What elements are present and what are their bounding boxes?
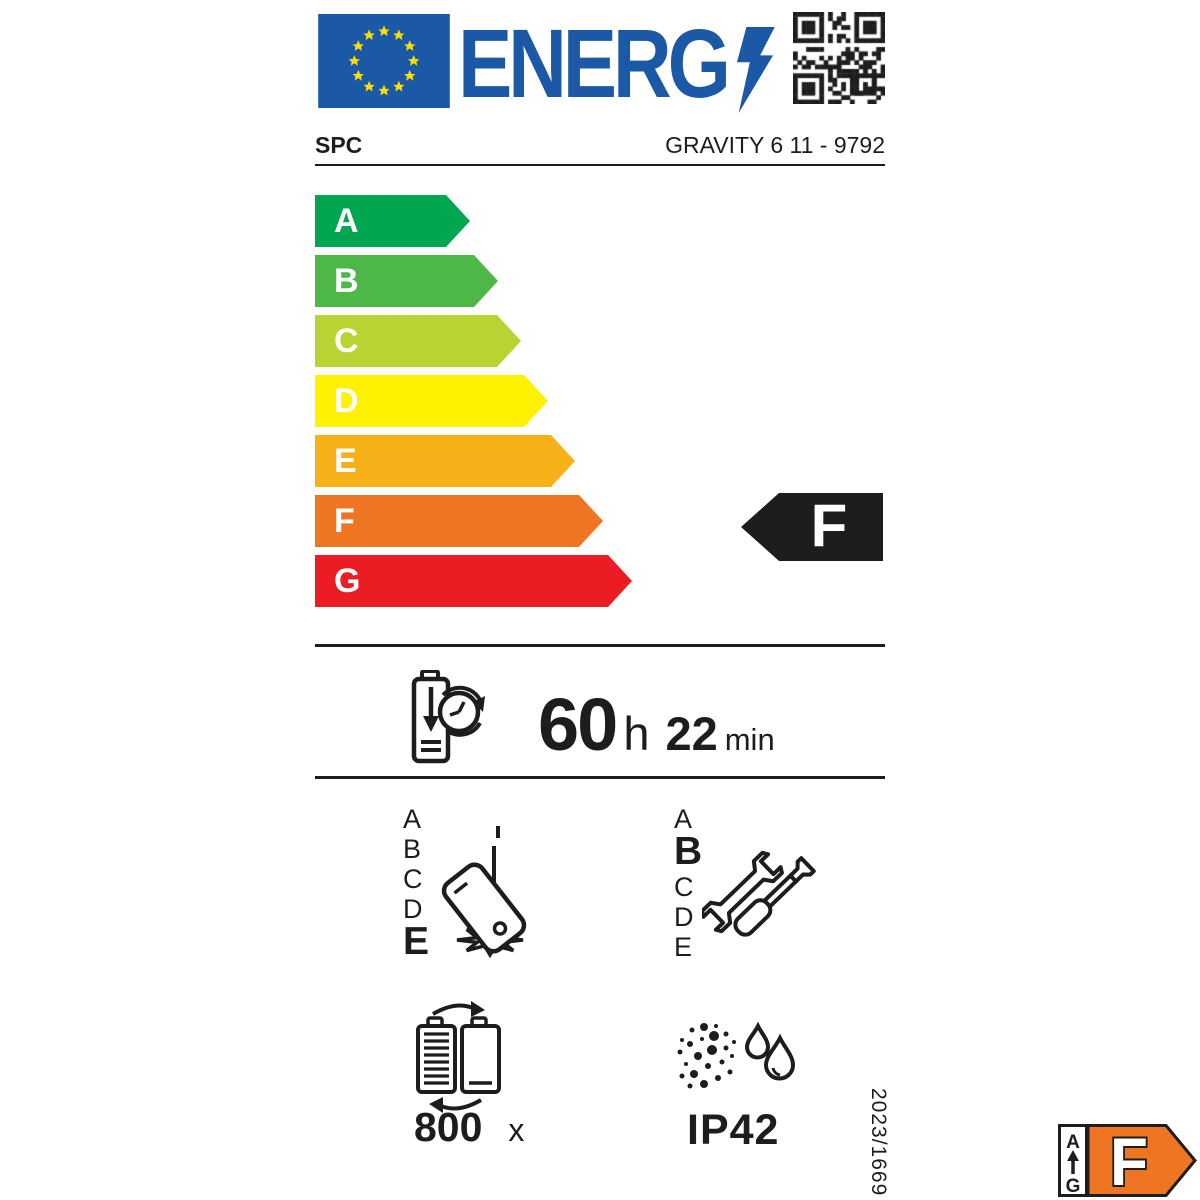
drop-resistance-rating: E bbox=[403, 920, 430, 963]
rating-indicator-arrow: F bbox=[741, 493, 883, 561]
battery-cycles-value: 800 x bbox=[414, 1104, 524, 1151]
grade-arrow-e: E bbox=[315, 435, 575, 487]
up-arrow-icon bbox=[1067, 1150, 1079, 1161]
cycles-number: 800 bbox=[414, 1104, 483, 1150]
grade-arrow-d: D bbox=[315, 375, 548, 427]
cycles-unit: x bbox=[508, 1112, 525, 1148]
scale-letter: A bbox=[403, 804, 422, 834]
drop-resistance-scale: A B C D E bbox=[403, 804, 437, 962]
dust-water-icon bbox=[677, 1022, 796, 1089]
lightning-bolt-icon bbox=[736, 27, 775, 113]
mini-scale-top: A bbox=[1066, 1132, 1080, 1153]
repairability-rating: B bbox=[674, 830, 703, 873]
grade-arrow-f: F bbox=[315, 495, 603, 547]
scale-letter: C bbox=[403, 864, 423, 894]
mini-energy-label: A G F bbox=[1058, 1124, 1197, 1197]
scale-letter: D bbox=[674, 902, 694, 932]
header-divider bbox=[315, 164, 885, 166]
mini-scale-bottom: G bbox=[1066, 1176, 1081, 1197]
scale-letter: E bbox=[674, 932, 693, 962]
ip-rating-value: IP42 bbox=[687, 1106, 780, 1154]
eu-flag-icon bbox=[318, 14, 450, 108]
scale-letter: C bbox=[674, 872, 694, 902]
scale-letter: B bbox=[403, 834, 422, 864]
scale-letter: A bbox=[674, 804, 693, 834]
battery-discharge-clock-icon bbox=[411, 670, 485, 764]
grade-arrow-a: A bbox=[315, 195, 470, 247]
endurance-minutes-unit: min bbox=[724, 722, 775, 757]
battery-endurance-value: 60 h 22 min bbox=[538, 688, 775, 762]
grade-arrow-c: C bbox=[315, 315, 521, 367]
section-divider bbox=[315, 776, 885, 779]
repairability-scale: A B C D E bbox=[674, 804, 708, 962]
qr-code bbox=[793, 12, 885, 104]
scale-letter: D bbox=[403, 894, 423, 924]
section-divider bbox=[315, 644, 885, 647]
endurance-hours: 60 bbox=[538, 683, 618, 766]
falling-phone-icon bbox=[441, 826, 527, 959]
mini-rating-letter: F bbox=[1110, 1124, 1148, 1197]
wrench-screwdriver-icon bbox=[702, 850, 816, 937]
regulation-number: 2023/1669 bbox=[867, 1088, 890, 1197]
endurance-hours-unit: h bbox=[623, 707, 650, 760]
grade-arrow-g: G bbox=[315, 555, 632, 607]
brand-name: SPC bbox=[315, 132, 363, 158]
battery-cycle-icon bbox=[416, 1001, 501, 1113]
grade-arrow-b: B bbox=[315, 255, 498, 307]
energy-logo-text: ENERG bbox=[458, 9, 731, 118]
endurance-minutes: 22 bbox=[665, 707, 718, 760]
model-name: GRAVITY 6 11 - 9792 bbox=[665, 132, 885, 158]
